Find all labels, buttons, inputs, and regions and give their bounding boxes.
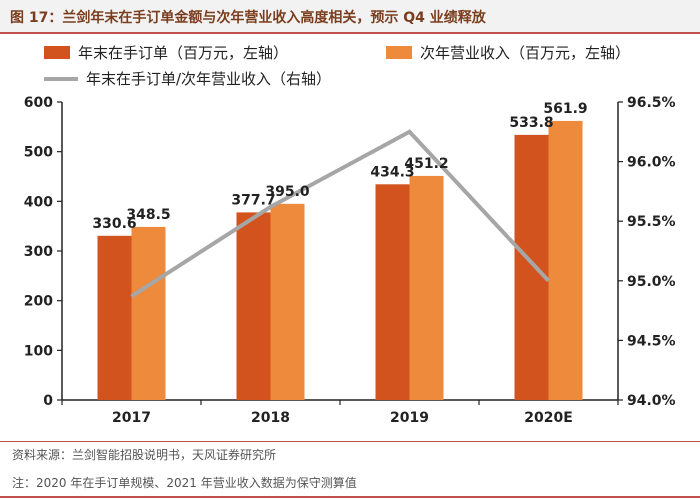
data-label-revenue: 348.5 (126, 207, 170, 223)
left-tick-label: 600 (24, 95, 53, 111)
data-label-orders: 330.6 (92, 216, 136, 232)
data-label-revenue: 561.9 (543, 101, 587, 117)
data-label-orders: 533.8 (509, 115, 553, 131)
data-label-orders: 377.7 (231, 192, 275, 208)
legend-item-revenue: 次年营业收入（百万元，左轴） (386, 42, 630, 63)
left-tick-label: 0 (43, 393, 53, 409)
legend-label-ratio: 年末在手订单/次年营业收入（右轴） (86, 70, 332, 88)
footnote: 注：2020 年在手订单规模、2021 年营业收入数据为保守测算值 (12, 476, 357, 490)
legend-label-orders: 年末在手订单（百万元，左轴） (78, 44, 289, 62)
legend-item-ratio: 年末在手订单/次年营业收入（右轴） (44, 68, 331, 89)
bar-revenue (409, 175, 444, 400)
left-tick-label: 300 (24, 244, 53, 260)
right-tick-label: 94.5% (627, 333, 676, 349)
right-tick-label: 96.0% (627, 155, 676, 171)
chart-title: 图 17：兰剑年末在手订单金额与次年营业收入高度相关，预示 Q4 业绩释放 (10, 10, 486, 26)
data-label-revenue: 451.2 (404, 156, 448, 172)
x-tick-label: 2017 (112, 410, 151, 426)
ratio-line (130, 129, 550, 298)
x-tick-label: 2019 (390, 410, 429, 426)
legend-label-revenue: 次年营业收入（百万元，左轴） (420, 44, 631, 62)
data-label-revenue: 395.0 (265, 184, 310, 200)
data-label-orders: 434.3 (370, 164, 414, 180)
x-tick-label: 2020E (524, 410, 573, 426)
bar-orders (375, 184, 410, 400)
x-tick-label: 2018 (251, 410, 290, 426)
left-tick-label: 200 (24, 294, 53, 310)
bottom-border (0, 496, 700, 498)
bar-orders (236, 212, 271, 400)
legend-swatch-orders (44, 46, 70, 59)
left-tick-label: 100 (24, 343, 53, 359)
bar-revenue (270, 203, 305, 400)
bar-orders (514, 134, 549, 400)
source-note: 资料来源：兰剑智能招股说明书，天风证券研究所 (12, 448, 277, 462)
legend-item-orders: 年末在手订单（百万元，左轴） (44, 42, 288, 63)
title-bar: 图 17：兰剑年末在手订单金额与次年营业收入高度相关，预示 Q4 业绩释放 (0, 0, 700, 34)
right-tick-label: 94.0% (627, 393, 676, 409)
bar-orders (97, 235, 132, 400)
footer-separator (0, 441, 700, 442)
right-tick-label: 95.5% (627, 214, 676, 230)
right-tick-label: 96.5% (627, 95, 676, 111)
right-tick-label: 95.0% (627, 274, 676, 290)
legend-swatch-ratio (44, 76, 78, 81)
left-tick-label: 500 (24, 145, 53, 161)
left-tick-label: 400 (24, 194, 53, 210)
bar-revenue (131, 226, 166, 400)
legend-swatch-revenue (386, 46, 412, 59)
bar-revenue (548, 120, 583, 400)
chart-area: 0 100 200 300 400 500 600 94.0% 94.5% 95.0% 95.5% 9… (24, 95, 676, 426)
